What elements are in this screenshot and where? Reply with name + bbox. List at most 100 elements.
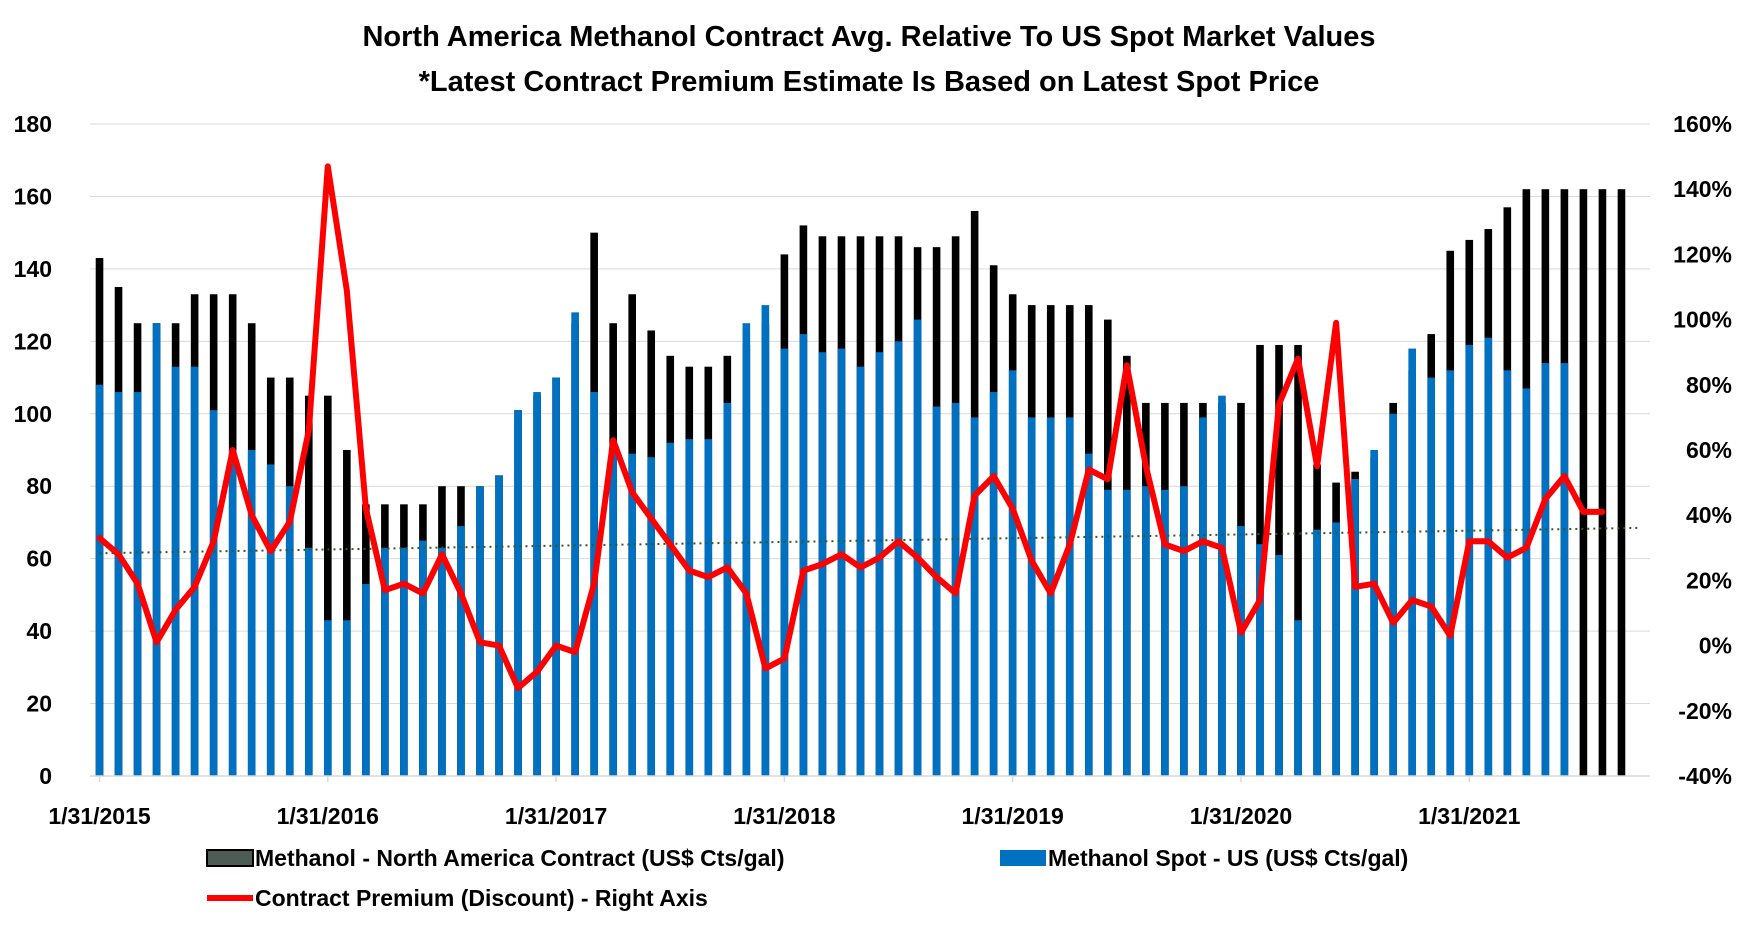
spot-bar — [266, 464, 275, 776]
spot-bar — [571, 312, 579, 776]
left-tick-label: 180 — [14, 111, 52, 137]
spot-bar — [628, 453, 636, 776]
spot-bar — [1008, 370, 1017, 776]
spot-bar — [913, 319, 922, 776]
spot-bar — [362, 584, 370, 776]
spot-bar — [1389, 413, 1397, 776]
spot-bar — [1313, 529, 1321, 776]
spot-bar — [647, 457, 656, 776]
spot-bar — [552, 377, 560, 776]
left-tick-label: 100 — [14, 401, 52, 427]
legend-item-premium[interactable]: Contract Premium (Discount) - Right Axis — [207, 885, 708, 911]
right-tick-label: -40% — [1678, 763, 1732, 789]
spot-bar — [1294, 620, 1302, 776]
left-tick-label: 40 — [26, 618, 52, 644]
spot-bar — [989, 392, 998, 776]
spot-bar — [533, 392, 541, 776]
spot-bar — [1427, 377, 1436, 776]
premium-line-layer — [96, 163, 1606, 691]
left-tick-label: 60 — [26, 546, 52, 572]
right-tick-label: 140% — [1673, 176, 1732, 202]
legend-swatch-spot — [1000, 850, 1046, 866]
spot-bar — [514, 410, 522, 776]
right-tick-label: 120% — [1673, 241, 1732, 267]
spot-bar — [304, 547, 313, 776]
x-tick-label: 1/31/2021 — [1418, 803, 1521, 829]
spot-bar — [742, 323, 751, 776]
spot-bar — [1161, 489, 1169, 776]
spot-bar — [476, 486, 484, 776]
premium-line — [96, 163, 1606, 691]
spot-bar — [1446, 370, 1455, 776]
spot-bar — [324, 620, 332, 776]
spot-bar — [95, 384, 104, 776]
chart-title: North America Methanol Contract Avg. Rel… — [362, 21, 1375, 53]
spot-bar — [1484, 337, 1493, 776]
x-tick-label: 1/31/2020 — [1190, 803, 1292, 829]
spot-bar — [247, 450, 256, 776]
contract-bar — [1617, 189, 1626, 776]
spot-bar — [1084, 453, 1093, 776]
spot-bar — [1256, 544, 1264, 776]
spot-bar — [1370, 450, 1378, 776]
right-tick-label: 40% — [1686, 502, 1732, 528]
spot-bar — [171, 366, 180, 776]
spot-bar — [400, 547, 408, 776]
left-tick-label: 120 — [14, 328, 52, 354]
left-axis-ticks: 0 20 40 60 80 100 120 140 160 180 — [14, 111, 52, 789]
x-tick-label: 1/31/2018 — [733, 803, 836, 829]
spot-bar — [1199, 417, 1207, 776]
spot-bar — [1408, 348, 1416, 776]
x-tick-label: 1/31/2015 — [48, 803, 151, 829]
right-tick-label: 20% — [1686, 567, 1732, 593]
spot-bar — [438, 547, 446, 776]
x-tick-label: 1/31/2016 — [277, 803, 379, 829]
spot-bar — [1560, 363, 1569, 776]
chart-subtitle: *Latest Contract Premium Estimate Is Bas… — [419, 66, 1320, 98]
legend-label-premium: Contract Premium (Discount) - Right Axis — [255, 885, 708, 911]
spot-trendline — [99, 526, 1641, 555]
contract-bar — [1294, 344, 1302, 776]
spot-bar — [856, 366, 865, 776]
spot-bar — [780, 348, 789, 776]
spot-bar — [970, 417, 979, 776]
right-tick-label: 0% — [1699, 633, 1732, 659]
right-tick-label: 60% — [1686, 437, 1732, 463]
spot-bar — [457, 526, 465, 776]
legend-swatch-contract — [206, 849, 254, 867]
spot-bar — [704, 439, 713, 776]
spot-bar — [209, 410, 218, 776]
spot-bar — [495, 475, 503, 776]
x-axis-ticks: 1/31/2015 1/31/2016 1/31/2017 1/31/2018 1/31… — [48, 776, 1521, 829]
spot-bar — [285, 486, 294, 776]
legend-item-spot[interactable]: Methanol Spot - US (US$ Cts/gal) — [1000, 845, 1408, 871]
x-tick-label: 1/31/2017 — [505, 803, 607, 829]
contract-bar — [1579, 189, 1588, 776]
spot-bar — [228, 450, 237, 776]
spot-bar — [666, 442, 675, 776]
spot-bar — [381, 547, 389, 776]
left-tick-label: 80 — [26, 473, 52, 499]
spot-bar — [1503, 370, 1512, 776]
left-tick-label: 140 — [14, 256, 52, 282]
legend-label-contract: Methanol - North America Contract (US$ C… — [255, 845, 784, 871]
contract-bar — [324, 395, 332, 776]
spot-bar — [1123, 489, 1131, 776]
spot-bar — [1351, 478, 1359, 776]
spot-bar — [419, 540, 427, 776]
spot-bar — [1237, 526, 1245, 776]
spot-bar — [1522, 388, 1531, 776]
spot-bar — [1218, 395, 1226, 776]
spot-bar — [114, 392, 123, 776]
legend-item-contract[interactable]: Methanol - North America Contract (US$ C… — [206, 845, 784, 871]
left-tick-label: 160 — [14, 183, 52, 209]
spot-bar — [1541, 363, 1550, 776]
right-tick-label: -20% — [1678, 698, 1732, 724]
spot-bar — [761, 305, 770, 776]
right-tick-label: 80% — [1686, 372, 1732, 398]
legend-label-spot: Methanol Spot - US (US$ Cts/gal) — [1048, 845, 1408, 871]
spot-bar — [685, 439, 694, 776]
spot-bar — [1104, 489, 1112, 776]
